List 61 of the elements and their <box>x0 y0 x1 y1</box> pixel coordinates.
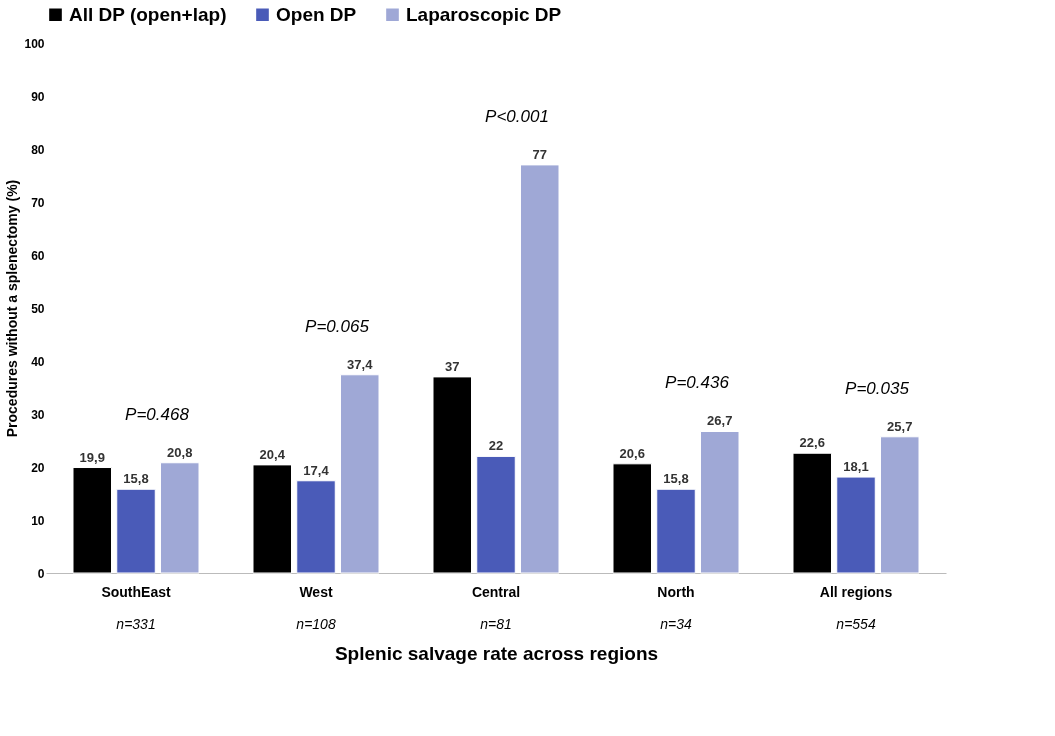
y-tick-label: 80 <box>31 142 45 157</box>
text: n=81 <box>480 616 512 632</box>
text: n=108 <box>296 616 336 632</box>
annotation: P=0.065 <box>305 316 370 336</box>
x-tick-label: All regions <box>819 583 893 600</box>
bar <box>612 463 652 574</box>
y-tick-label: 70 <box>31 195 45 210</box>
x-tick-label: West <box>299 583 333 600</box>
data-label: 20,4 <box>259 446 286 462</box>
data-label: 77 <box>532 146 547 162</box>
bar <box>72 467 112 574</box>
text: n=34 <box>660 616 692 632</box>
data-label: 20,8 <box>167 444 193 460</box>
bar <box>160 462 200 574</box>
text: n=554 <box>836 616 876 632</box>
x-tick-label: North <box>657 583 695 600</box>
bar <box>700 430 740 574</box>
data-label: 15,8 <box>123 471 149 487</box>
y-tick-label: 20 <box>31 460 45 475</box>
x-axis-title: Splenic salvage rate across regions <box>334 642 659 664</box>
y-tick-label: 30 <box>31 407 45 422</box>
bar <box>520 164 560 574</box>
y-tick-label: 0 <box>37 566 45 581</box>
bar <box>880 436 920 574</box>
bar <box>836 476 876 574</box>
annotation: P=0.436 <box>665 373 730 393</box>
x-tick-label: SouthEast <box>101 583 171 600</box>
bar <box>116 488 156 574</box>
data-label: 22 <box>488 438 504 454</box>
data-label: 15,8 <box>663 471 689 487</box>
bar <box>296 480 336 574</box>
y-tick-label: 100 <box>24 36 45 51</box>
annotation: P=0.035 <box>845 378 910 398</box>
y-tick-label: 50 <box>31 301 45 316</box>
y-tick-label: 40 <box>31 354 45 369</box>
bar <box>340 374 380 574</box>
data-label: 17,4 <box>303 462 330 478</box>
y-tick-label: 10 <box>31 513 45 528</box>
legend-label: All DP (open+lap) <box>69 3 227 25</box>
bar <box>432 376 472 574</box>
x-tick-label: Central <box>471 583 521 600</box>
data-label: 19,9 <box>79 449 105 465</box>
y-tick-label: 60 <box>31 248 45 263</box>
legend-label: Laparoscopic DP <box>406 3 562 25</box>
y-axis-title: Procedures without a splenectomy (%) <box>4 179 21 438</box>
data-label: 22,6 <box>799 435 825 451</box>
bar <box>792 452 832 574</box>
bar <box>252 464 292 574</box>
bar <box>476 455 516 574</box>
annotation: P=0.468 <box>125 404 190 424</box>
bar <box>656 488 696 574</box>
data-label: 37,4 <box>347 356 374 372</box>
data-label: 20,6 <box>619 445 645 461</box>
data-label: 26,7 <box>707 413 733 429</box>
data-label: 37 <box>445 358 460 374</box>
text: n=331 <box>116 616 156 632</box>
data-label: 25,7 <box>887 418 913 434</box>
legend-label: Open DP <box>276 3 357 25</box>
annotation: P<0.001 <box>485 106 549 126</box>
y-tick-label: 90 <box>31 89 45 104</box>
data-label: 18,1 <box>843 459 869 475</box>
